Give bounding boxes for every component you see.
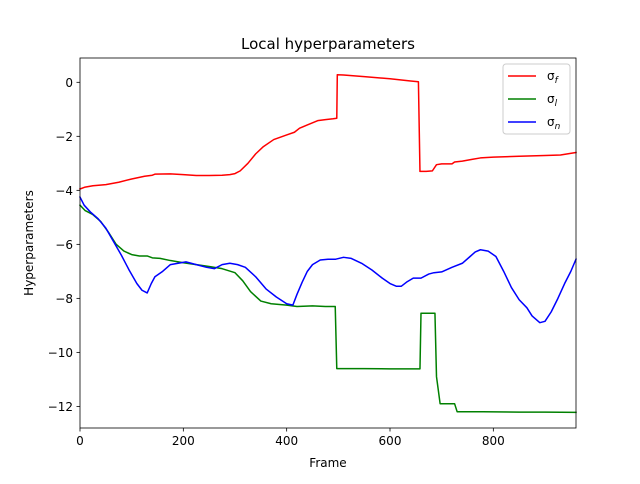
- y-axis-label: Hyperparameters: [22, 190, 36, 296]
- legend-label-n: σn: [547, 115, 561, 132]
- series-line-n: [78, 196, 577, 324]
- x-tick-label: 600: [379, 434, 402, 448]
- x-tick-label: 200: [172, 434, 195, 448]
- y-tick-label: −6: [55, 238, 73, 252]
- y-axis: 0 −2 −4 −6 −8 −10 −12: [48, 76, 80, 414]
- x-axis-label: Frame: [309, 456, 346, 470]
- y-tick-label: −12: [48, 400, 73, 414]
- legend-box: [502, 63, 571, 135]
- x-tick-label: 400: [275, 434, 298, 448]
- legend: σf σl σn: [502, 63, 571, 135]
- legend-label-f: σf: [547, 69, 560, 86]
- y-tick-label: 0: [65, 76, 73, 90]
- x-tick-label: 0: [76, 434, 84, 448]
- y-tick-label: −2: [55, 130, 73, 144]
- x-tick-label: 800: [482, 434, 505, 448]
- y-tick-label: −4: [55, 184, 73, 198]
- y-tick-label: −10: [48, 346, 73, 360]
- y-tick-label: −8: [55, 292, 73, 306]
- series-line-f: [79, 73, 577, 190]
- x-axis: 0 200 400 600 800: [76, 428, 505, 448]
- series-line-l: [78, 204, 577, 414]
- series-layer: [78, 73, 577, 414]
- legend-label-l: σl: [547, 92, 558, 109]
- plot-frame: [79, 57, 577, 429]
- chart-title: Local hyperparameters: [241, 35, 415, 53]
